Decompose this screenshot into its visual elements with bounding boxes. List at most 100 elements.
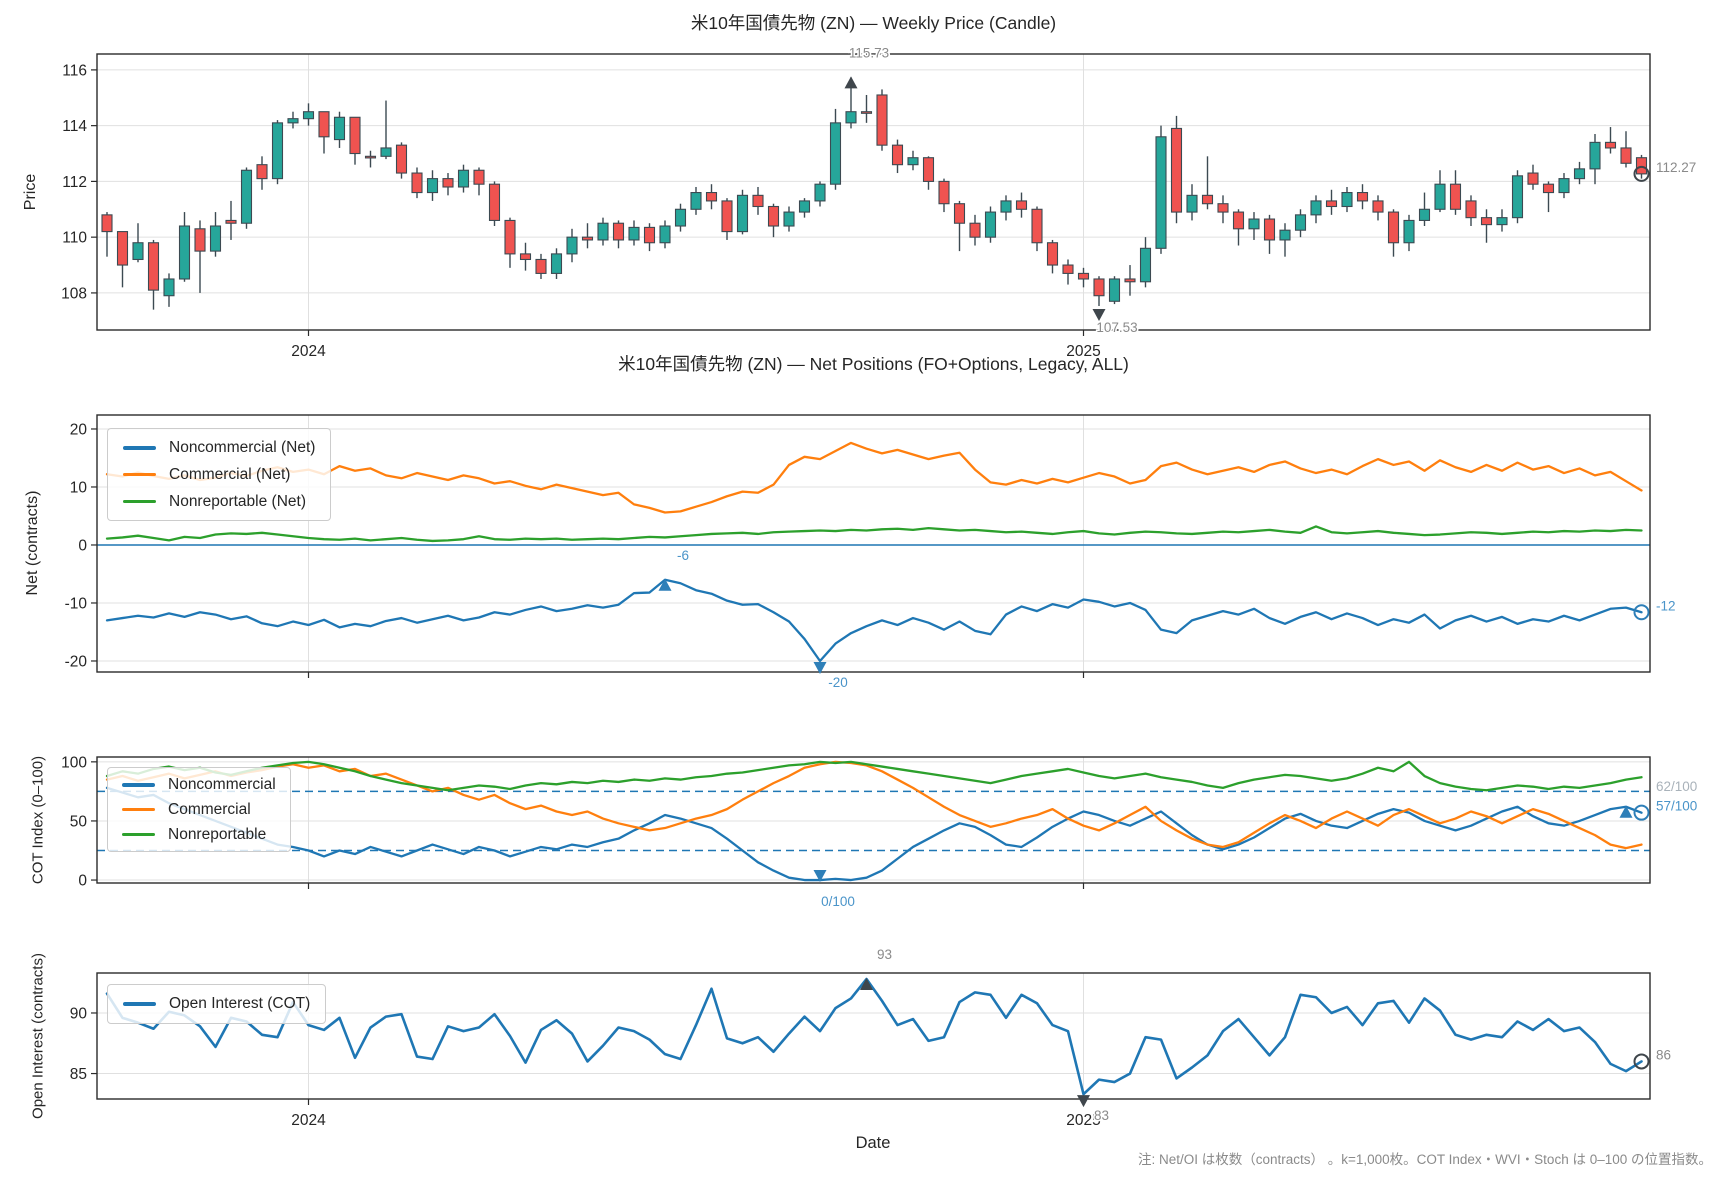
legend-label: Commercial xyxy=(168,800,251,818)
candle-body xyxy=(690,192,702,210)
nonreportable-swatch xyxy=(122,832,155,837)
candle-body xyxy=(225,219,237,224)
candle-body xyxy=(1604,141,1617,149)
svg-text:20: 20 xyxy=(70,421,88,438)
candle-body xyxy=(814,183,826,202)
candle-body xyxy=(752,194,764,208)
candle-body xyxy=(163,278,175,297)
candle-body xyxy=(1108,278,1121,302)
svg-text:-10: -10 xyxy=(65,595,88,612)
net-positions-panel: 20 10 0 -10 -20 -6 -20 -12 xyxy=(65,414,1677,691)
candle-body xyxy=(194,228,206,252)
candle-body xyxy=(721,200,733,233)
commercial-net-swatch xyxy=(123,472,156,477)
candle-body xyxy=(798,200,811,213)
candle-body xyxy=(426,178,439,194)
candle-body xyxy=(1077,272,1090,280)
value-annotation: 93 xyxy=(877,947,892,962)
svg-text:10: 10 xyxy=(70,479,88,496)
legend-item: Commercial (Net) xyxy=(123,466,315,484)
candle-body xyxy=(1124,278,1136,283)
price-panel: 108 110 112 114 116 2024 2025 115.73 107.53 112.2… xyxy=(61,44,1698,360)
candle-body xyxy=(1155,136,1167,249)
svg-text:2025: 2025 xyxy=(1066,343,1100,360)
svg-text:108: 108 xyxy=(61,285,87,302)
candle-body xyxy=(132,242,144,261)
candle-body xyxy=(1310,200,1322,216)
candle-body xyxy=(256,164,268,180)
candle-body xyxy=(1093,278,1105,297)
value-annotation: 0/100 xyxy=(821,894,855,909)
svg-text:50: 50 xyxy=(70,813,88,830)
candle-body xyxy=(411,172,423,194)
candle-body xyxy=(643,226,656,244)
candle-body xyxy=(1046,242,1059,266)
svg-text:90: 90 xyxy=(70,1005,88,1022)
candle-body xyxy=(101,214,113,233)
candle-body xyxy=(1325,200,1338,208)
candle-body xyxy=(953,203,966,224)
legend-item: Nonreportable xyxy=(122,826,276,844)
candle-body xyxy=(612,222,625,241)
trough-marker-icon xyxy=(1077,1095,1090,1108)
value-annotation: -20 xyxy=(828,675,848,690)
candle-body xyxy=(1496,217,1508,226)
open-interest-panel: 85 90 2024 2025 93 83 86 xyxy=(70,946,1673,1129)
nonreportable-net-swatch xyxy=(123,499,156,504)
peak-marker-icon xyxy=(844,76,858,89)
open-interest-swatch xyxy=(123,1002,156,1006)
candle-body xyxy=(457,169,470,188)
candle-body xyxy=(550,253,563,274)
value-annotation: 112.27 xyxy=(1656,160,1696,175)
footnote: 注: Net/OI は枚数（contracts） 。k=1,000枚。COT I… xyxy=(1137,1152,1712,1167)
series-line xyxy=(105,441,1643,514)
candle-body xyxy=(1232,211,1245,230)
trough-marker-icon xyxy=(813,870,827,883)
candle-body xyxy=(1449,183,1462,210)
value-annotation: 115.73 xyxy=(849,45,889,60)
candle-body xyxy=(1403,219,1415,244)
value-annotation: 107.53 xyxy=(1096,320,1137,335)
candle-body xyxy=(1387,211,1400,244)
candle-body xyxy=(1480,217,1493,226)
candle-body xyxy=(1170,127,1183,213)
candle-body xyxy=(318,111,330,138)
value-annotation: -12 xyxy=(1656,598,1676,613)
legend-label: Nonreportable (Net) xyxy=(169,492,306,510)
candle-body xyxy=(1465,200,1477,219)
candle-body xyxy=(922,157,935,182)
peak-marker-icon xyxy=(1619,805,1633,818)
svg-text:116: 116 xyxy=(62,62,87,79)
series-line xyxy=(105,977,1643,1096)
candle-body xyxy=(504,219,516,255)
candle-body xyxy=(1248,218,1260,230)
last-value-marker-icon xyxy=(1633,1053,1650,1070)
value-annotation: 62/100 xyxy=(1656,779,1697,794)
candle-body xyxy=(1279,229,1291,241)
candle-body xyxy=(333,116,346,141)
candle-body xyxy=(783,211,795,227)
value-annotation: 83 xyxy=(1094,1108,1109,1123)
series-line xyxy=(105,525,1643,543)
value-annotation: 57/100 xyxy=(1656,799,1697,814)
svg-text:2024: 2024 xyxy=(291,1112,326,1129)
last-value-marker-icon xyxy=(1633,604,1650,621)
candle-body xyxy=(1139,247,1152,283)
candle-body xyxy=(907,157,919,166)
svg-text:2025: 2025 xyxy=(1066,1112,1100,1129)
candle-body xyxy=(860,111,873,114)
candle-body xyxy=(1620,147,1632,164)
candle-body xyxy=(380,147,392,157)
svg-text:0: 0 xyxy=(78,873,87,890)
candle-body xyxy=(349,116,361,155)
trough-marker-icon xyxy=(1092,309,1106,322)
candle-body xyxy=(1015,200,1028,210)
legend-label: Commercial (Net) xyxy=(169,465,291,483)
candle-body xyxy=(1372,200,1384,213)
cot-index-ylabel: COT Index (0–100) xyxy=(29,755,47,885)
candle-body xyxy=(1263,218,1276,241)
candle-body xyxy=(876,94,888,146)
candle-body xyxy=(488,183,501,221)
